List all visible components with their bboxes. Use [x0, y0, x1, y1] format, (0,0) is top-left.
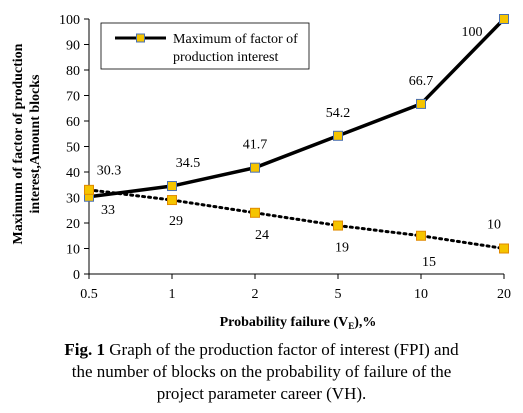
y-tick-label: 0 [73, 268, 80, 283]
marker-blocks [416, 230, 426, 241]
x-axis-title: Probability failure (VE),% [220, 315, 377, 331]
y-tick-label: 30 [66, 192, 80, 207]
marker-blocks [167, 195, 177, 206]
legend-marker [136, 33, 145, 43]
y-tick-label: 40 [66, 166, 80, 181]
series-line-blocks [87, 188, 506, 250]
y-tick-label: 70 [66, 90, 80, 105]
y-tick-label: 90 [66, 39, 80, 54]
x-tick-label: 0.5 [80, 287, 98, 302]
y-tick-label: 80 [66, 64, 80, 79]
y-axis-title: Maximum of factor of production interest… [11, 43, 43, 244]
marker-blocks [84, 184, 94, 195]
data-label-max-factor: 54.2 [326, 106, 351, 121]
data-label-blocks: 24 [255, 228, 269, 243]
data-label-blocks: 10 [487, 218, 501, 233]
data-label-max-factor: 41.7 [243, 138, 268, 153]
y-axis-ticks: 0 10 20 30 40 50 60 70 80 90 100 [59, 13, 89, 283]
y-tick-label: 50 [66, 141, 80, 156]
marker-max-factor [416, 98, 426, 109]
series-layer [84, 14, 509, 254]
y-tick-label: 20 [66, 217, 80, 232]
legend-box [100, 22, 310, 70]
y-axis-title-line2: interest,Amount blocks [28, 74, 43, 214]
caption-line-3: project parameter career (VH). [156, 384, 367, 403]
data-label-max-factor: 66.7 [409, 74, 434, 89]
y-tick-label: 60 [66, 115, 80, 130]
series-line-max-factor [88, 17, 506, 199]
figure-caption: Fig. 1 Graph of the production factor of… [0, 339, 523, 405]
marker-max-factor [499, 14, 509, 24]
marker-max-factor [333, 130, 343, 141]
data-label-blocks: 29 [169, 214, 183, 229]
caption-line-1: Fig. 1 Graph of the production factor of… [0, 339, 523, 361]
data-label-max-factor: 34.5 [176, 156, 201, 171]
data-label-max-factor: 30.3 [97, 164, 122, 179]
data-labels: 30.3 34.5 41.7 54.2 66.7 100 33 29 24 19 15 10 [97, 25, 501, 270]
y-tick-label: 100 [59, 13, 80, 28]
marker-blocks [333, 220, 343, 231]
x-tick-label: 5 [335, 287, 342, 302]
marker-blocks [250, 207, 260, 218]
x-tick-label: 2 [252, 287, 259, 302]
x-tick-label: 1 [169, 287, 176, 302]
caption-line-2: the number of blocks on the probability … [71, 362, 452, 381]
marker-max-factor [167, 181, 177, 192]
legend-label-line2: production interest [173, 50, 278, 65]
data-label-blocks: 19 [335, 241, 349, 256]
x-tick-label: 10 [414, 287, 428, 302]
legend-label-line1: Maximum of factor of [173, 32, 298, 47]
y-tick-label: 10 [66, 243, 80, 258]
y-axis-title-line1: Maximum of factor of production [11, 43, 26, 244]
caption-prefix: Fig. 1 [64, 340, 105, 359]
chart: 0 10 20 30 40 50 60 70 80 90 100 0.5 1 2 5 10 20 30.3 34… [11, 13, 511, 331]
x-tick-label: 20 [497, 287, 511, 302]
x-axis-ticks: 0.5 1 2 5 10 20 [80, 274, 511, 302]
marker-blocks [499, 243, 509, 254]
legend: Maximum of factor of production interest [100, 22, 310, 70]
marker-max-factor [250, 162, 260, 173]
data-label-blocks: 33 [101, 203, 115, 218]
data-label-blocks: 15 [422, 255, 436, 270]
data-label-max-factor: 100 [462, 25, 483, 40]
caption-text-1: Graph of the production factor of intere… [105, 340, 459, 359]
